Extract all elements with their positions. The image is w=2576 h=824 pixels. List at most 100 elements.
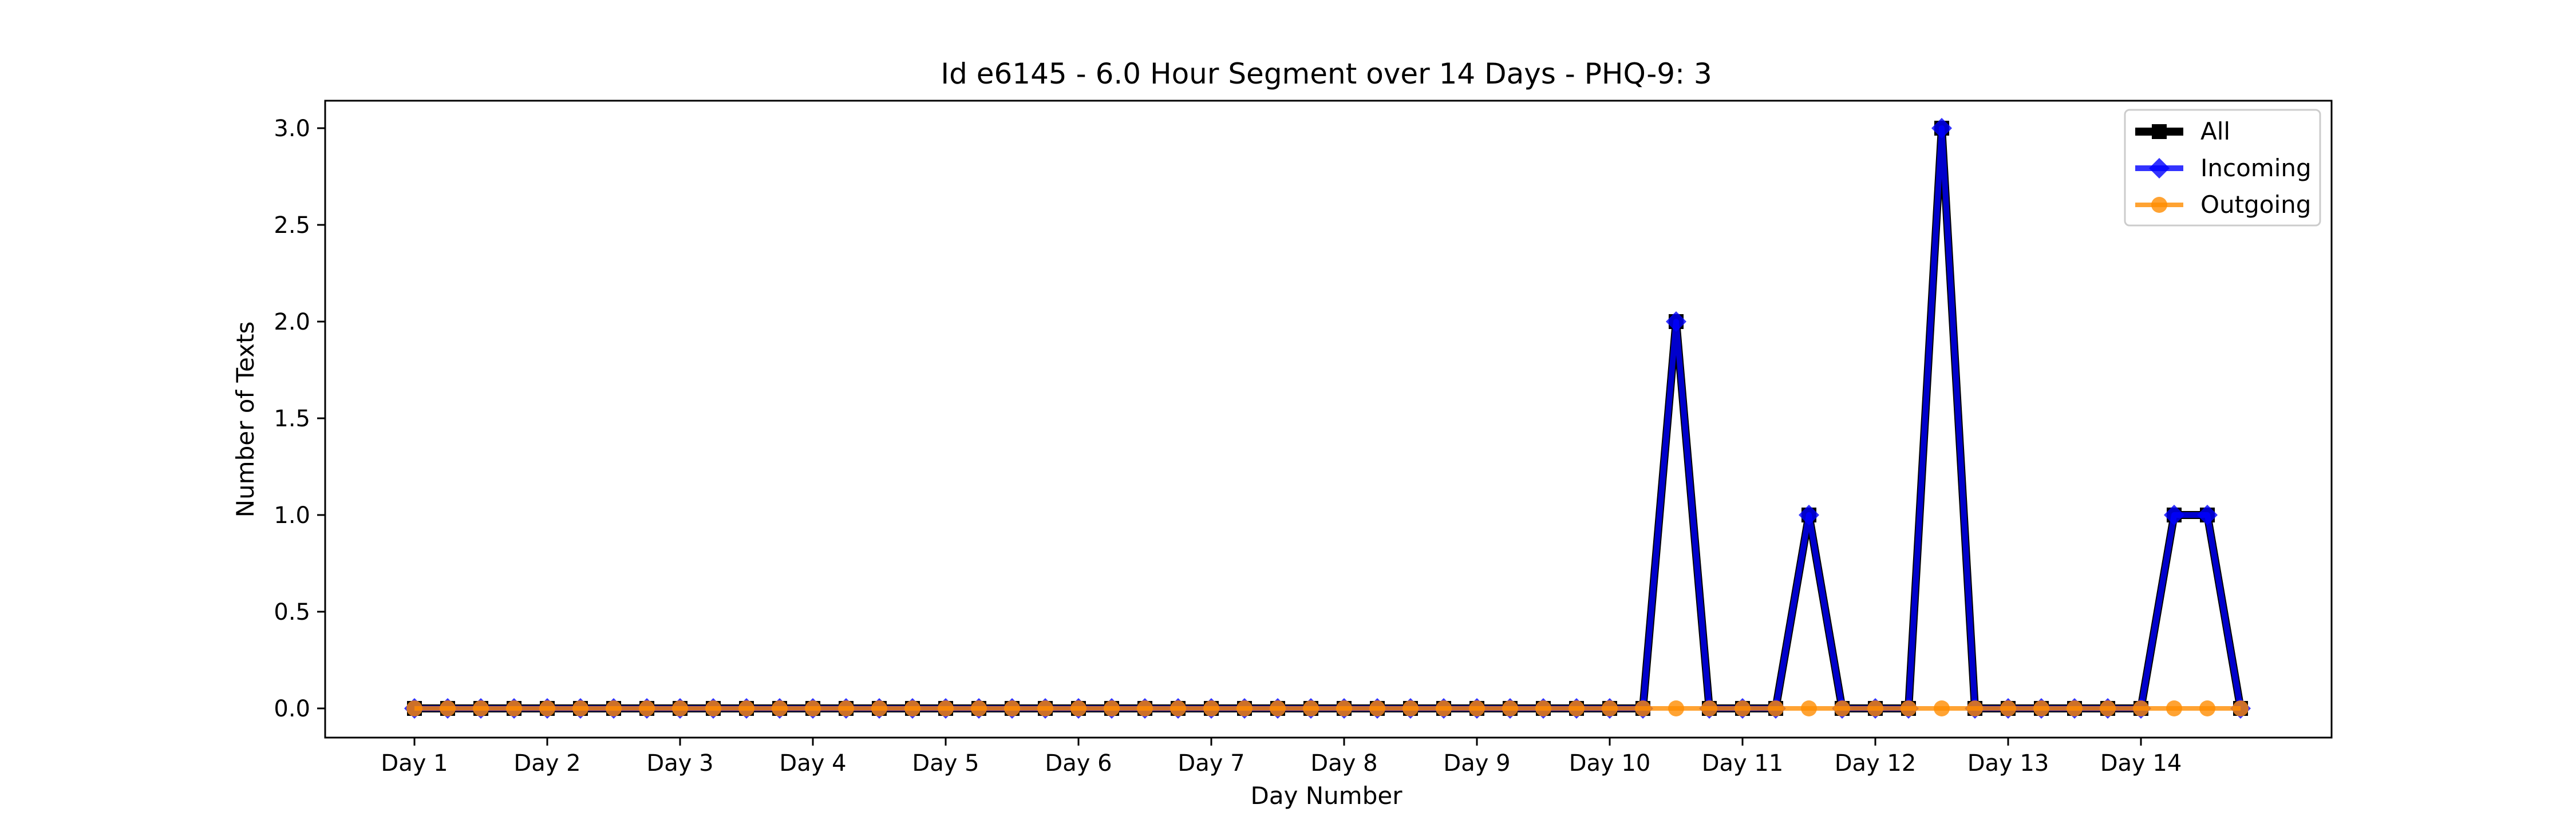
data-point-outgoing: [1502, 700, 1518, 716]
data-point-outgoing: [1336, 700, 1352, 716]
data-point-outgoing: [506, 700, 522, 716]
x-axis-label: Day Number: [1250, 782, 1402, 810]
legend-marker-incoming: [2149, 158, 2170, 179]
x-tick-label: Day 3: [646, 750, 713, 777]
data-point-outgoing: [971, 700, 987, 716]
x-tick-label: Day 4: [779, 750, 846, 777]
data-point-outgoing: [639, 700, 655, 716]
data-point-outgoing: [2166, 700, 2182, 716]
data-point-outgoing: [2199, 700, 2215, 716]
data-point-outgoing: [1834, 700, 1850, 716]
data-point-outgoing: [440, 700, 456, 716]
legend-label-all: All: [2200, 117, 2230, 145]
series-outgoing: [406, 700, 2249, 716]
legend-label-outgoing: Outgoing: [2200, 191, 2311, 219]
data-point-outgoing: [1137, 700, 1153, 716]
x-tick-label: Day 8: [1310, 750, 1377, 777]
data-point-outgoing: [772, 700, 788, 716]
data-point-incoming: [1931, 118, 1952, 138]
data-point-outgoing: [1635, 700, 1651, 716]
data-point-outgoing: [1170, 700, 1186, 716]
data-point-outgoing: [1436, 700, 1452, 716]
data-point-outgoing: [705, 700, 721, 716]
data-point-outgoing: [1535, 700, 1551, 716]
x-tick-label: Day 12: [1835, 750, 1917, 777]
legend-marker-all: [2152, 124, 2167, 139]
x-tick-label: Day 7: [1178, 750, 1244, 777]
data-point-outgoing: [1203, 700, 1219, 716]
y-axis-label: Number of Texts: [231, 322, 259, 518]
data-point-outgoing: [838, 700, 854, 716]
data-point-outgoing: [738, 700, 754, 716]
data-point-incoming: [1666, 311, 1686, 332]
x-tick-label: Day 11: [1702, 750, 1784, 777]
x-tick-label: Day 9: [1443, 750, 1510, 777]
data-point-outgoing: [1270, 700, 1286, 716]
data-point-outgoing: [1402, 700, 1419, 716]
legend-marker-outgoing: [2151, 197, 2167, 213]
data-point-outgoing: [2100, 700, 2116, 716]
data-point-outgoing: [1037, 700, 1053, 716]
x-tick-label: Day 13: [1967, 750, 2049, 777]
data-point-incoming: [2197, 505, 2218, 525]
data-point-outgoing: [1967, 700, 1983, 716]
data-point-outgoing: [1735, 700, 1751, 716]
data-point-outgoing: [572, 700, 588, 716]
y-tick-label: 3.0: [274, 116, 310, 142]
data-point-outgoing: [2000, 700, 2016, 716]
data-point-incoming: [2164, 505, 2184, 525]
data-point-outgoing: [1070, 700, 1086, 716]
data-point-outgoing: [2067, 700, 2083, 716]
data-point-outgoing: [606, 700, 622, 716]
data-point-outgoing: [1104, 700, 1120, 716]
legend-entry-incoming: Incoming: [2135, 154, 2312, 182]
x-tick-label: Day 2: [513, 750, 580, 777]
data-point-outgoing: [2233, 700, 2249, 716]
data-point-outgoing: [1369, 700, 1385, 716]
legend-entry-outgoing: Outgoing: [2135, 191, 2311, 219]
data-point-outgoing: [805, 700, 821, 716]
data-point-outgoing: [1668, 700, 1684, 716]
data-point-outgoing: [1303, 700, 1319, 716]
y-tick-label: 2.5: [274, 212, 310, 239]
data-point-outgoing: [1602, 700, 1618, 716]
data-point-outgoing: [1236, 700, 1253, 716]
y-tick-label: 0.0: [274, 696, 310, 722]
data-point-outgoing: [672, 700, 688, 716]
legend-entry-all: All: [2135, 117, 2230, 145]
x-tick-label: Day 14: [2100, 750, 2182, 777]
data-point-outgoing: [938, 700, 954, 716]
data-point-outgoing: [473, 700, 489, 716]
plot-area: 0.0 0.5 1.0 1.5 2.0 2.5 3.0 Day 1 Day 2 Day 3 Day …: [274, 100, 2333, 777]
x-tick-label: Day 1: [381, 750, 448, 777]
chart-title: Id e6145 - 6.0 Hour Segment over 14 Days…: [941, 57, 1712, 90]
data-point-outgoing: [2133, 700, 2149, 716]
data-point-outgoing: [539, 700, 555, 716]
data-point-outgoing: [1469, 700, 1485, 716]
data-point-outgoing: [871, 700, 887, 716]
data-point-outgoing: [2033, 700, 2049, 716]
data-point-incoming: [1799, 505, 1819, 525]
data-point-outgoing: [1701, 700, 1717, 716]
data-point-outgoing: [1867, 700, 1883, 716]
data-point-outgoing: [904, 700, 920, 716]
y-tick-label: 0.5: [274, 599, 310, 625]
legend-box: [2124, 109, 2321, 227]
x-tick-label: Day 5: [912, 750, 979, 777]
data-point-outgoing: [406, 700, 422, 716]
legend: All Incoming Outgoing: [2124, 109, 2321, 227]
data-point-outgoing: [1901, 700, 1917, 716]
x-tick-label: Day 6: [1045, 750, 1112, 777]
y-tick-label: 1.5: [274, 406, 310, 432]
data-point-outgoing: [1768, 700, 1784, 716]
y-tick-label: 1.0: [274, 502, 310, 529]
data-point-outgoing: [1801, 700, 1817, 716]
data-point-outgoing: [1934, 700, 1950, 716]
legend-label-incoming: Incoming: [2200, 154, 2312, 182]
data-point-outgoing: [1004, 700, 1020, 716]
x-tick-label: Day 10: [1569, 750, 1651, 777]
y-tick-label: 2.0: [274, 309, 310, 335]
data-point-outgoing: [1568, 700, 1585, 716]
